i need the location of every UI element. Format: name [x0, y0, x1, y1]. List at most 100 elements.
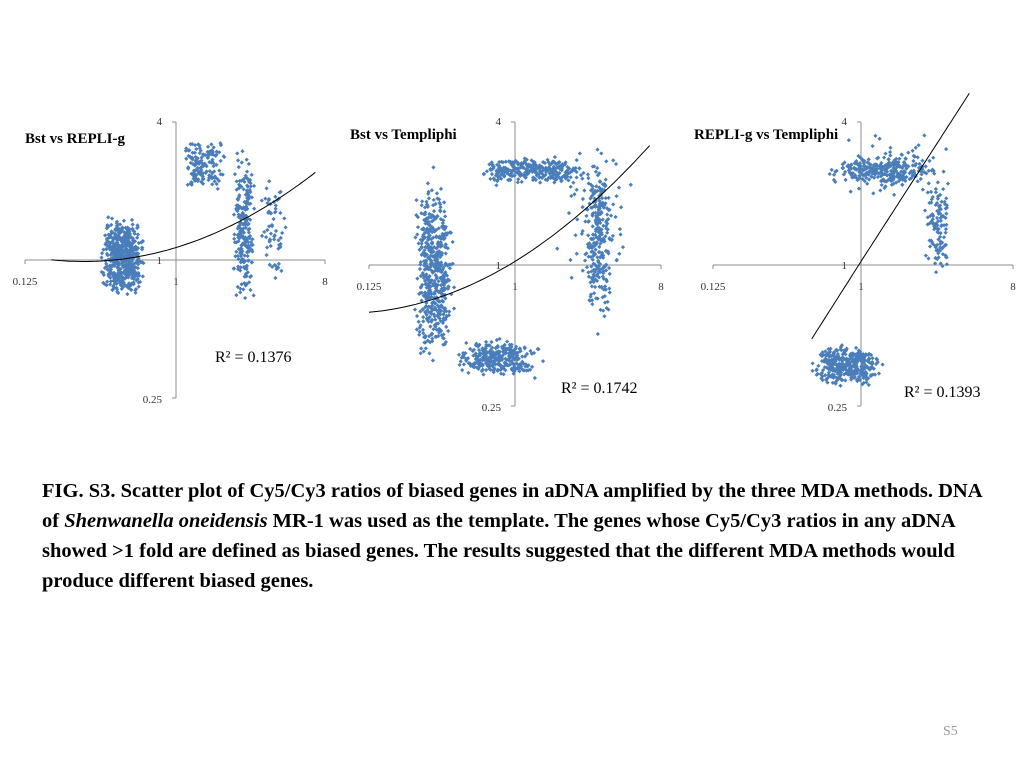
data-point [277, 190, 282, 195]
data-point [510, 349, 515, 354]
data-point [515, 180, 520, 185]
data-point [879, 182, 884, 188]
data-point [568, 257, 573, 263]
data-point [127, 263, 132, 268]
data-point [869, 174, 874, 179]
data-point [598, 211, 603, 216]
data-point [207, 169, 212, 174]
data-point [572, 192, 577, 197]
data-point [597, 171, 602, 176]
data-point [595, 147, 600, 152]
data-point [508, 348, 513, 353]
data-point [591, 236, 596, 241]
data-point [441, 275, 446, 280]
data-point [854, 354, 859, 359]
data-point [861, 372, 866, 377]
data-point [273, 275, 278, 281]
caption-species: Shenwanella oneidensis [64, 510, 268, 532]
data-point [210, 182, 215, 187]
data-point [891, 163, 897, 168]
data-point [923, 164, 928, 169]
data-point [430, 213, 435, 218]
data-point [850, 175, 855, 180]
data-point [421, 315, 426, 320]
data-point [532, 160, 537, 165]
data-point [240, 149, 245, 154]
data-point [497, 336, 502, 342]
data-point [425, 317, 430, 322]
data-point [429, 317, 435, 323]
data-point [250, 242, 255, 248]
data-point [595, 296, 600, 301]
data-point [937, 193, 942, 198]
data-point [591, 254, 596, 259]
data-point [487, 162, 492, 167]
data-point [428, 324, 433, 329]
data-point [420, 270, 425, 276]
data-point [540, 359, 546, 364]
data-point [426, 281, 432, 286]
data-point [919, 172, 924, 177]
data-point [427, 287, 433, 292]
data-point [891, 171, 896, 176]
data-point [439, 243, 445, 248]
data-point [593, 218, 598, 223]
data-point [870, 372, 876, 377]
data-point [613, 214, 618, 220]
data-point [866, 357, 871, 362]
data-point [602, 181, 607, 187]
data-point [498, 371, 504, 376]
data-point [418, 290, 423, 296]
data-point [436, 334, 441, 339]
data-point [190, 157, 195, 162]
data-point [883, 179, 888, 184]
data-point [270, 264, 275, 269]
data-point [588, 188, 594, 193]
data-point [461, 354, 466, 360]
data-point [443, 278, 448, 283]
data-point [491, 176, 496, 181]
data-point [936, 230, 941, 235]
data-point [864, 364, 869, 369]
data-point [856, 186, 862, 191]
data-point [417, 247, 422, 252]
data-point [424, 217, 429, 222]
data-point [112, 263, 117, 268]
data-point [850, 375, 855, 380]
data-point [611, 158, 616, 163]
data-point [882, 185, 887, 191]
data-point [935, 223, 940, 228]
data-point [133, 260, 139, 265]
data-point [117, 271, 122, 276]
data-point [199, 158, 204, 163]
data-point [426, 191, 431, 196]
data-point [421, 250, 426, 255]
data-point [140, 274, 145, 279]
data-point [876, 371, 882, 376]
data-point [920, 167, 925, 172]
data-point [856, 356, 862, 362]
data-point [134, 277, 139, 283]
data-point [427, 314, 432, 320]
data-point [113, 231, 118, 237]
data-point [435, 196, 440, 201]
data-point [239, 282, 244, 287]
data-point [877, 136, 882, 141]
data-point [882, 155, 887, 160]
data-point [941, 186, 946, 192]
data-point [424, 240, 429, 245]
data-point [443, 226, 448, 231]
data-point [414, 313, 420, 319]
data-point [436, 265, 442, 270]
data-point [864, 380, 869, 385]
data-point [834, 378, 839, 383]
data-point [507, 342, 512, 347]
data-point [101, 270, 106, 275]
data-point [212, 169, 217, 174]
data-point [245, 253, 250, 259]
data-point [600, 196, 605, 201]
data-point [135, 273, 140, 279]
data-point [435, 288, 440, 293]
data-point [846, 138, 851, 143]
data-point [601, 308, 606, 313]
